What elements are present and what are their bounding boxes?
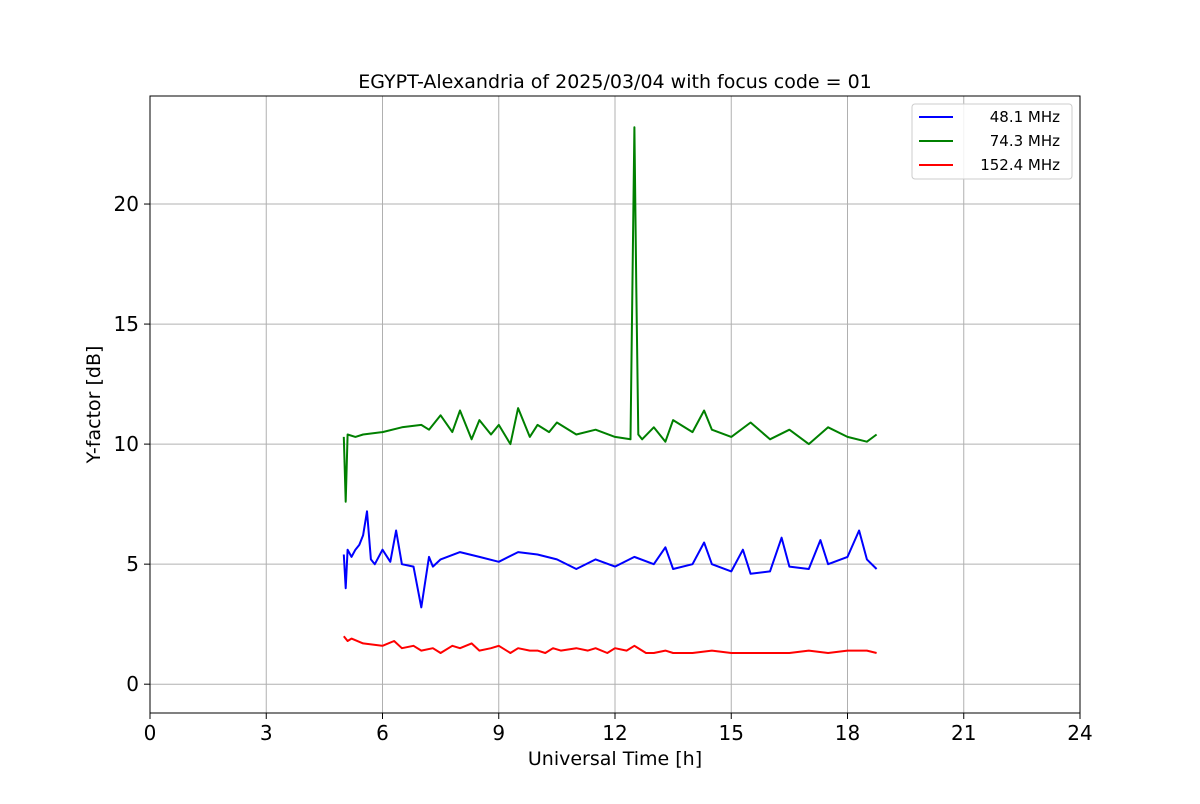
chart-title: EGYPT-Alexandria of 2025/03/04 with focu… — [358, 71, 872, 93]
series-line-3 — [343, 635, 877, 654]
y-tick-label: 0 — [126, 672, 139, 696]
x-tick-label: 0 — [144, 721, 157, 745]
x-tick-label: 18 — [835, 721, 860, 745]
y-axis-label: Y-factor [dB] — [83, 346, 105, 465]
x-tick-label: 21 — [951, 721, 976, 745]
y-tick-label: 10 — [114, 432, 139, 456]
legend-label: 48.1 MHz — [990, 108, 1060, 126]
axis-ticks: 0 3 6 9 12 15 18 21 24 0 5 10 15 20 — [114, 192, 1093, 745]
legend-box — [911, 103, 1073, 180]
x-tick-label: 3 — [260, 721, 273, 745]
legend-label: 152.4 MHz — [980, 156, 1060, 174]
series-line-1 — [342, 510, 878, 609]
y-tick-label: 5 — [126, 552, 139, 576]
x-axis-label: Universal Time [h] — [528, 748, 702, 770]
y-tick-label: 15 — [114, 312, 139, 336]
series-line-2 — [342, 126, 878, 503]
legend: 48.1 MHz 74.3 MHz 152.4 MHz — [911, 103, 1073, 180]
y-tick-label: 20 — [114, 192, 139, 216]
legend-label: 74.3 MHz — [990, 132, 1060, 150]
series-layer — [342, 126, 878, 654]
x-tick-label: 9 — [492, 721, 505, 745]
x-tick-label: 15 — [719, 721, 744, 745]
x-tick-label: 12 — [602, 721, 627, 745]
x-tick-label: 24 — [1067, 721, 1092, 745]
x-tick-label: 6 — [376, 721, 389, 745]
